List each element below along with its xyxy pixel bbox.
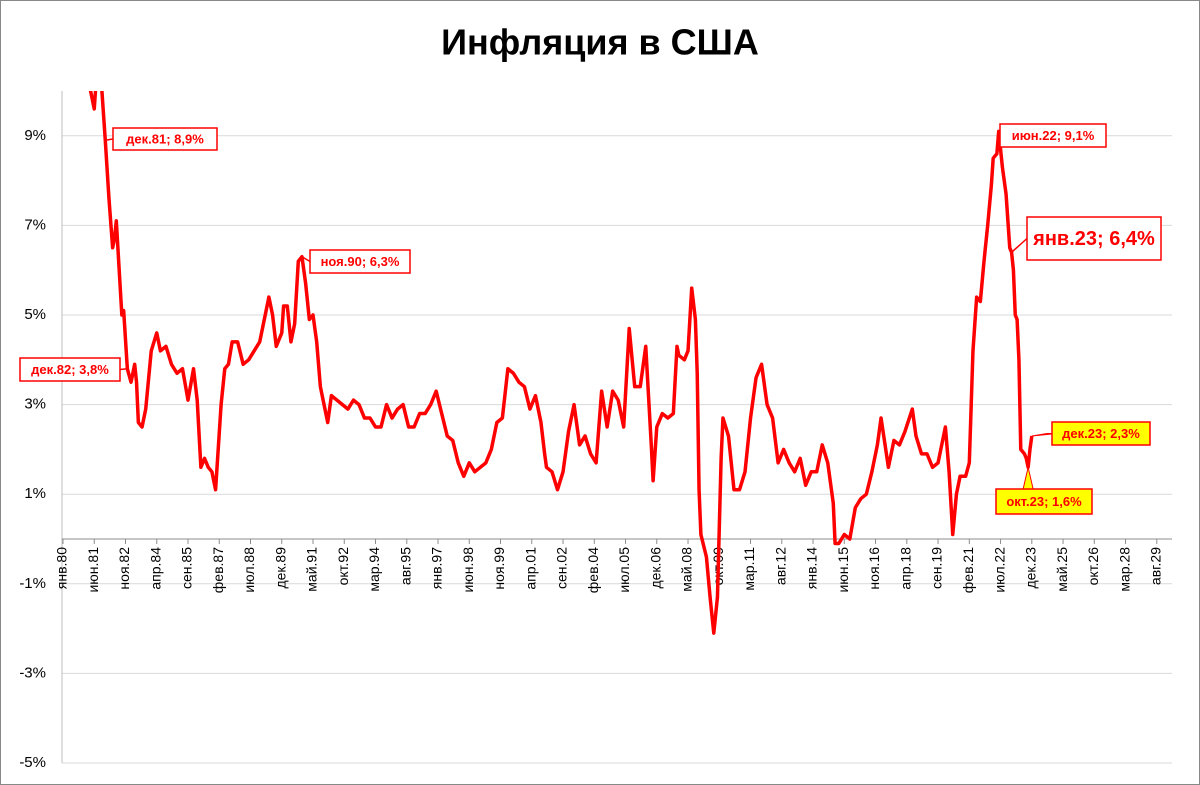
x-tick-label: янв.97 [429, 547, 445, 589]
x-tick-label: апр.18 [897, 547, 913, 590]
y-tick-label: 3% [24, 396, 46, 413]
x-tick-label: июн.98 [460, 547, 476, 593]
x-tick-label: окт.92 [335, 547, 351, 586]
callout-leader [119, 368, 128, 371]
callout-box [19, 357, 121, 382]
y-tick-label: -3% [19, 664, 46, 681]
x-tick-label: сен.19 [929, 547, 945, 589]
x-tick-label: дек.23 [1023, 547, 1039, 589]
x-tick-label: фев.87 [210, 547, 226, 593]
callout-label: июн.22; 9,1% [1012, 128, 1095, 143]
x-tick-label: май.08 [679, 547, 695, 592]
callout-leader [301, 256, 311, 263]
callout-label: янв.23; 6,4% [1032, 228, 1155, 250]
callout-label: окт.23; 1,6% [1006, 494, 1082, 509]
y-tick-label: -1% [19, 575, 46, 592]
x-tick-label: дек.06 [647, 547, 663, 589]
x-tick-label: окт.26 [1085, 547, 1101, 586]
x-tick-label: май.91 [304, 547, 320, 592]
callout-leader [1011, 237, 1028, 253]
x-tick-label: авг.95 [397, 547, 413, 585]
x-tick-label: янв.14 [804, 547, 820, 589]
callout-label: ноя.90; 6,3% [321, 254, 400, 269]
x-tick-label: фев.21 [960, 547, 976, 593]
callout-leader [105, 138, 114, 142]
y-tick-label: 1% [24, 485, 46, 502]
x-tick-label: ноя.99 [491, 547, 507, 590]
x-tick-label: авг.12 [772, 547, 788, 585]
x-tick-label: апр.01 [522, 547, 538, 590]
callout-box [112, 127, 218, 151]
y-tick-label: 9% [24, 127, 46, 144]
x-tick-label: июл.22 [991, 547, 1007, 593]
x-tick-label: янв.80 [54, 547, 70, 589]
x-tick-label: мар.28 [1116, 547, 1132, 592]
x-tick-label: мар.11 [741, 547, 757, 591]
x-tick-label: мар.94 [366, 547, 382, 592]
chart-title: Инфляция в США [441, 22, 759, 63]
x-tick-label: авг.29 [1148, 547, 1164, 585]
x-tick-label: фев.04 [585, 547, 601, 593]
x-tick-label: сен.02 [554, 547, 570, 589]
callout-label: дек.23; 2,3% [1062, 426, 1140, 441]
y-tick-label: 5% [24, 306, 46, 323]
callout-box [1051, 421, 1151, 446]
x-tick-label: июн.15 [835, 547, 851, 593]
x-tick-label: июл.05 [616, 547, 632, 593]
callout-label: дек.81; 8,9% [126, 131, 204, 146]
x-tick-label: дек.89 [272, 547, 288, 589]
inflation-line [88, 91, 1034, 635]
y-tick-label: -5% [19, 754, 46, 771]
x-tick-label: апр.84 [147, 547, 163, 590]
x-tick-label: сен.85 [179, 547, 195, 589]
x-tick-label: июн.81 [85, 547, 101, 593]
callout-box [1026, 216, 1162, 261]
x-tick-label: май.25 [1054, 547, 1070, 592]
callout-label: дек.82; 3,8% [31, 362, 109, 377]
callout-box [995, 488, 1093, 515]
y-tick-label: 7% [24, 216, 46, 233]
callout-box [309, 249, 411, 274]
x-tick-label: июл.88 [241, 547, 257, 593]
x-tick-label: ноя.82 [116, 547, 132, 590]
callout-box [999, 123, 1107, 148]
x-tick-label: ноя.16 [866, 547, 882, 590]
